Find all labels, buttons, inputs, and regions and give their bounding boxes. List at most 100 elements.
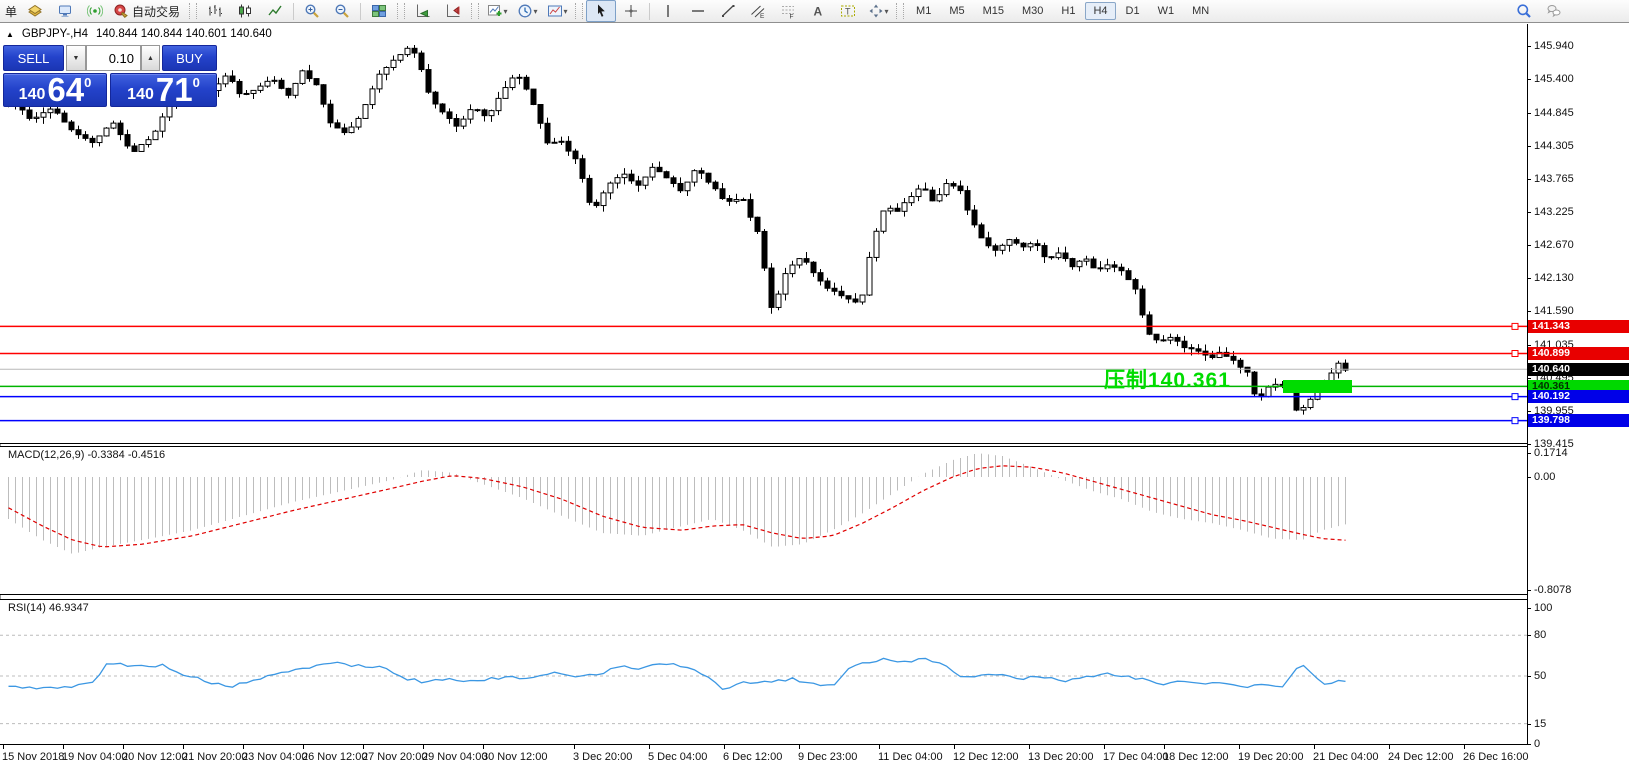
candle-body bbox=[817, 272, 824, 282]
fibonacci-button[interactable]: F bbox=[773, 0, 803, 22]
candle-body bbox=[565, 140, 572, 152]
time-axis-tick bbox=[303, 745, 304, 749]
line-chart-button[interactable] bbox=[260, 0, 290, 22]
sell-price-panel[interactable]: 140 64 0 bbox=[3, 73, 107, 107]
sell-button[interactable]: SELL bbox=[3, 45, 64, 71]
candlestick-chart-button[interactable] bbox=[230, 0, 260, 22]
zoom-in-button[interactable] bbox=[297, 0, 327, 22]
candle-body bbox=[649, 166, 656, 178]
text-label-button[interactable]: T bbox=[833, 0, 863, 22]
price-axis-label: 145.940 bbox=[1534, 40, 1574, 52]
cursor-button[interactable] bbox=[586, 0, 617, 22]
candle-body bbox=[425, 69, 432, 93]
timeframe-d1[interactable]: D1 bbox=[1125, 5, 1140, 17]
candle-body bbox=[859, 294, 866, 303]
support-line-140-192-handle[interactable] bbox=[1511, 393, 1519, 401]
text-button[interactable]: A bbox=[803, 0, 833, 22]
zoom-out-button[interactable] bbox=[327, 0, 357, 22]
candle-body bbox=[831, 287, 838, 292]
candle-body bbox=[824, 280, 831, 289]
arrows-button[interactable]: ▾ bbox=[863, 0, 893, 22]
buy-price-panel[interactable]: 140 71 0 bbox=[110, 73, 217, 107]
candle-body bbox=[747, 199, 754, 218]
trendline-button[interactable] bbox=[713, 0, 743, 22]
line-chart-icon bbox=[267, 3, 283, 19]
time-axis-tick bbox=[649, 745, 650, 749]
candle-body bbox=[894, 207, 901, 212]
candle-body bbox=[327, 103, 334, 124]
chart-shift-button[interactable] bbox=[438, 0, 468, 22]
candle-body bbox=[1188, 347, 1195, 350]
support-line-139-798-handle[interactable] bbox=[1511, 417, 1519, 425]
candle-body bbox=[432, 91, 439, 105]
arrows-dropdown-arrow-icon[interactable]: ▾ bbox=[884, 6, 889, 16]
buy-price-whole: 140 bbox=[127, 86, 154, 103]
market-watch-button[interactable] bbox=[20, 0, 50, 22]
candle-body bbox=[516, 76, 523, 79]
new-chart-button[interactable]: ▾ bbox=[482, 0, 512, 22]
buy-button[interactable]: BUY bbox=[162, 45, 217, 71]
timeframe-m30[interactable]: M30 bbox=[1022, 5, 1044, 17]
buy-price-point: 0 bbox=[192, 75, 200, 90]
vertical-line-button[interactable] bbox=[653, 0, 683, 22]
tile-windows-button[interactable] bbox=[364, 0, 394, 22]
candle-body bbox=[1118, 266, 1125, 272]
lot-size-input[interactable] bbox=[86, 45, 141, 71]
terminal-button[interactable] bbox=[50, 0, 80, 22]
timeframe-m15[interactable]: M15 bbox=[982, 5, 1004, 17]
timeframe-h4[interactable]: H4 bbox=[1085, 2, 1116, 20]
candle-body bbox=[33, 116, 40, 119]
one-click-trading-panel: SELL ▼ ▲ BUY 140 64 0 140 71 0 bbox=[3, 45, 217, 107]
resistance-line-141-343-handle[interactable] bbox=[1511, 322, 1519, 330]
macd-axis-label: -0.8078 bbox=[1534, 584, 1572, 597]
resistance-line-140-899-handle[interactable] bbox=[1511, 350, 1519, 358]
bars-chart-button[interactable] bbox=[200, 0, 230, 22]
timeframe-m1[interactable]: M1 bbox=[916, 5, 932, 17]
rsi-axis-label: 100 bbox=[1534, 602, 1553, 614]
chat-button[interactable] bbox=[1539, 0, 1569, 22]
trendline-icon bbox=[720, 3, 736, 19]
resistance-annotation[interactable]: 压制140.361 bbox=[1104, 369, 1231, 392]
timeframe-mn[interactable]: MN bbox=[1192, 5, 1210, 17]
candle-body bbox=[124, 134, 131, 147]
highlight-zone-rect[interactable] bbox=[1283, 380, 1352, 393]
price-tag-140-640: 140.640 bbox=[1528, 362, 1629, 376]
profiles-icon bbox=[517, 3, 533, 19]
signals-button[interactable] bbox=[80, 0, 110, 22]
candle-body bbox=[607, 182, 614, 194]
cursor-icon bbox=[593, 3, 609, 19]
candle-body bbox=[488, 110, 495, 117]
profiles-button[interactable]: ▾ bbox=[512, 0, 542, 22]
auto-scroll-button[interactable] bbox=[408, 0, 438, 22]
candle-body bbox=[593, 201, 600, 207]
candle-body bbox=[789, 264, 796, 275]
price-axis-label: 139.955 bbox=[1534, 405, 1574, 418]
candle-body bbox=[82, 134, 89, 139]
timeframe-m5[interactable]: M5 bbox=[949, 5, 965, 17]
templates-button[interactable]: ▾ bbox=[542, 0, 572, 22]
profiles-dropdown-arrow-icon[interactable]: ▾ bbox=[533, 6, 538, 16]
time-axis-tick bbox=[1029, 745, 1030, 749]
price-axis-tick bbox=[1527, 278, 1531, 280]
templates-dropdown-arrow-icon[interactable]: ▾ bbox=[563, 6, 568, 16]
equidistant-channel-button[interactable]: E bbox=[743, 0, 773, 22]
timeframe-h1[interactable]: H1 bbox=[1061, 5, 1076, 17]
search-button[interactable] bbox=[1509, 0, 1539, 22]
timeframe-w1[interactable]: W1 bbox=[1157, 5, 1175, 17]
lot-increase-button[interactable]: ▲ bbox=[141, 45, 160, 71]
candle-body bbox=[1195, 348, 1202, 352]
candle-body bbox=[663, 171, 670, 179]
horizontal-line-button[interactable] bbox=[683, 0, 713, 22]
crosshair-button[interactable] bbox=[616, 0, 646, 22]
price-axis-tick bbox=[1527, 112, 1531, 114]
time-axis-label: 26 Nov 12:00 bbox=[302, 751, 368, 763]
candle-body bbox=[117, 122, 124, 136]
candle-body bbox=[1104, 264, 1111, 270]
candle-body bbox=[670, 177, 677, 184]
new-chart-dropdown-arrow-icon[interactable]: ▾ bbox=[503, 6, 508, 16]
lot-decrease-button[interactable]: ▼ bbox=[66, 45, 86, 71]
candle-body bbox=[1062, 252, 1069, 260]
candle-body bbox=[537, 104, 544, 124]
autotrading-button[interactable]: 自动交易 bbox=[110, 0, 186, 22]
candle-body bbox=[1335, 362, 1342, 374]
